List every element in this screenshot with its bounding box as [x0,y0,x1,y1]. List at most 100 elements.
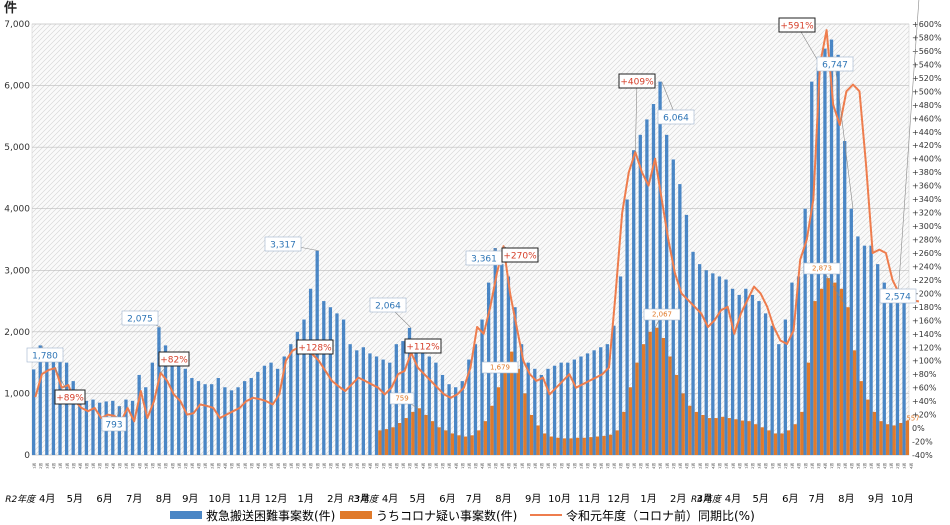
week-label: 2週 [97,463,102,469]
week-label: 5週 [84,463,89,469]
callout-box [296,339,334,355]
week-label: 4週 [282,463,287,469]
y-tick-right: 0% [912,424,925,433]
bar-covid [523,393,527,455]
y-tick-right: +220% [912,276,942,285]
unit-label: 件 [4,0,17,16]
week-label: 2週 [809,463,814,469]
callout-label: 3,361 [471,255,497,265]
week-label: 3週 [190,463,195,469]
bar-emergency [460,381,464,455]
week-label: 2週 [157,463,162,469]
bar-emergency [697,264,702,455]
bar-covid [727,418,731,455]
bar-covid [826,278,830,455]
y-tick-left: 0 [24,451,30,461]
callout-box [264,236,302,252]
week-label: 1週 [321,463,326,469]
bar-emergency [876,264,880,455]
week-label: 5週 [229,463,234,469]
week-label: 4週 [737,463,742,469]
bar-emergency [592,350,596,455]
bar-emergency [763,313,768,455]
bar-covid [404,418,408,455]
week-label: 5週 [513,463,518,469]
bar-covid [424,414,428,455]
bar-emergency [196,381,201,455]
bar-covid [879,421,883,455]
callout-box [158,351,190,367]
bar-emergency [823,48,827,455]
week-label: 1週 [176,463,181,469]
week-label: 3週 [361,463,366,469]
y-tick-right: +400% [912,155,942,164]
bar-emergency [328,307,333,455]
y-tick-right: +580% [912,33,942,42]
fiscal-year-label: R3年度 [348,494,380,505]
month-label: 10月 [209,493,232,505]
week-label: 3週 [532,463,537,469]
week-label: 1週 [117,463,122,469]
bar-emergency [737,294,741,455]
bar-emergency [157,327,161,455]
bar-covid [734,419,738,455]
bar-emergency [559,362,563,455]
bar-emergency [434,362,438,455]
bar-emergency [71,381,75,455]
bar-emergency [381,359,385,455]
y-tick-right: +260% [912,249,942,258]
week-label: 3週 [414,463,419,469]
week-label: 5週 [315,463,320,469]
bar-covid [852,350,857,455]
callout-label: +89% [56,394,84,404]
bar-covid [602,435,606,455]
month-label: 8月 [156,493,172,505]
y-tick-right: +140% [912,330,942,339]
callout-leader [834,63,854,209]
week-label: 3週 [645,463,650,469]
ratio-line [34,29,920,423]
week-label: 3週 [302,463,307,469]
callouts: 1,780 +89% 793 2,075 +82% 3,317 +128% 2,064 +112… [26,0,920,432]
callout-box [501,247,539,263]
bar-emergency [882,282,886,455]
y-tick-left: 6,000 [4,82,30,92]
bar-emergency [282,356,286,455]
week-label: 3週 [499,463,504,469]
week-label: 2週 [552,463,557,469]
bar-emergency [130,400,135,455]
bar-covid [470,435,474,455]
bar-emergency [546,368,550,455]
bar-emergency [348,344,352,455]
week-label: 2週 [895,463,900,469]
y-tick-right: +480% [912,101,942,110]
callout-leader [821,268,847,308]
month-label: 11月 [238,493,261,505]
bar-emergency [671,159,675,455]
bar-covid [569,438,573,455]
bar-emergency [625,199,629,455]
bar-covid [378,430,382,455]
month-label: 4月 [382,493,398,505]
month-label: 9月 [868,493,884,505]
bar-emergency [243,381,247,455]
week-label: 4週 [625,463,630,469]
y-tick-right: +100% [912,357,942,366]
bar-emergency [38,345,42,455]
week-label: 3週 [447,463,452,469]
bar-emergency [836,54,840,456]
week-label: 1週 [460,463,465,469]
bar-emergency [585,353,590,455]
month-label: 4月 [39,493,55,505]
week-label: 1週 [434,463,439,469]
bar-emergency [137,374,141,455]
callout-box [481,361,519,374]
bar-covid [556,437,560,455]
month-label: 5月 [410,493,426,505]
week-label: 3週 [216,463,221,469]
week-label: 3週 [473,463,478,469]
week-label: 1週 [889,463,894,469]
y-tick-left: 4,000 [4,205,30,215]
bar-emergency [308,288,313,455]
